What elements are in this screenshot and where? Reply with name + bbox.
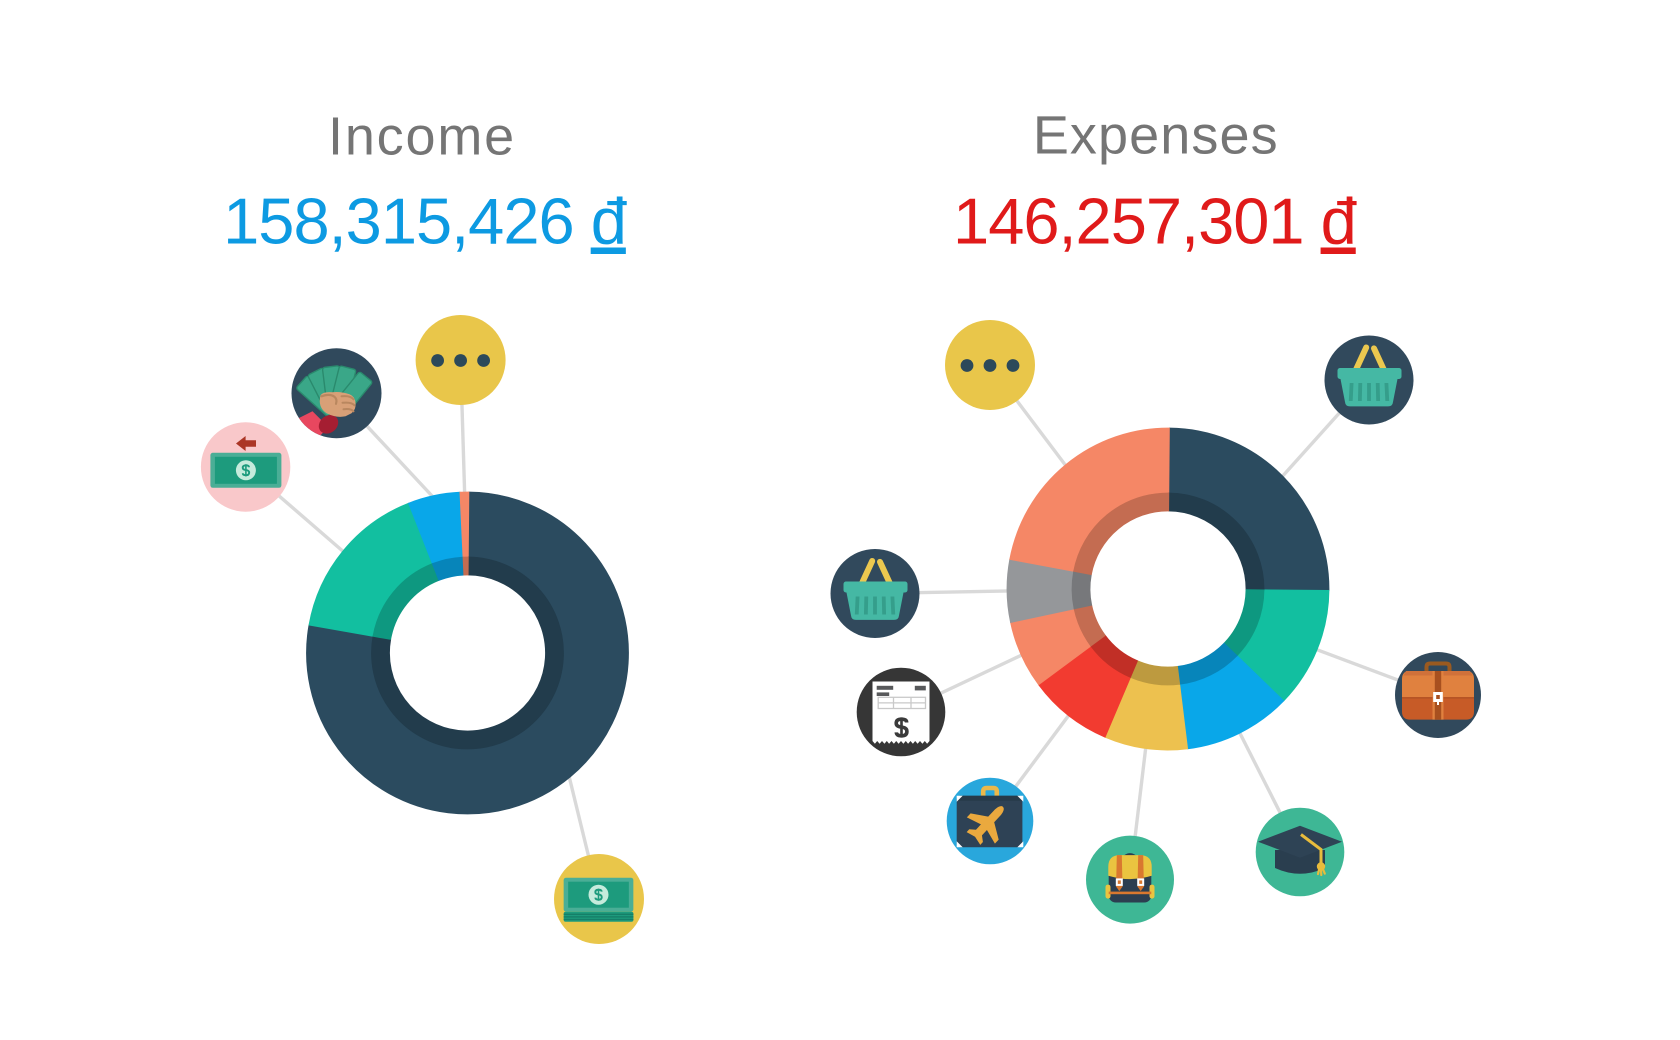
svg-text:146,257,301 đ: 146,257,301 đ <box>953 185 1357 258</box>
svg-text:Income: Income <box>328 107 516 167</box>
svg-text:158,315,426 đ: 158,315,426 đ <box>223 185 627 258</box>
svg-text:Expenses: Expenses <box>1033 106 1279 166</box>
